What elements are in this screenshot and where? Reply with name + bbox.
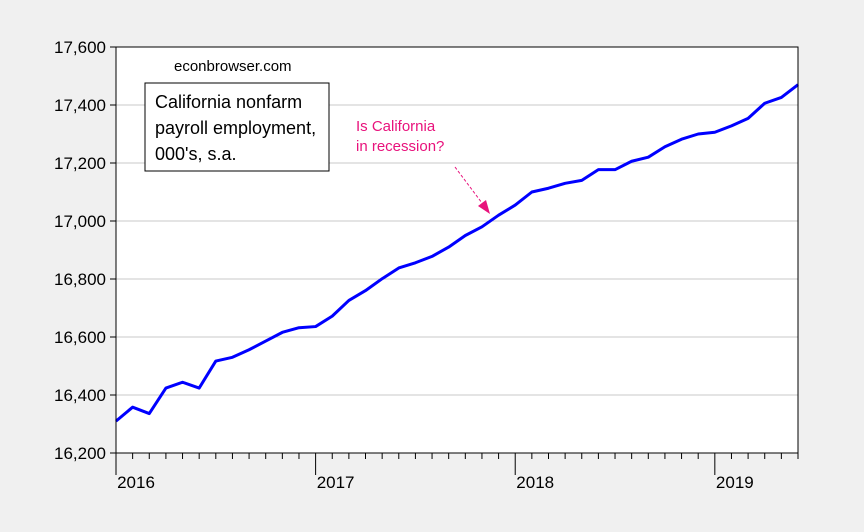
x-tick-label: 2019: [716, 473, 754, 492]
y-tick-label: 16,800: [54, 270, 106, 289]
y-tick-label: 17,400: [54, 96, 106, 115]
y-tick-label: 16,600: [54, 328, 106, 347]
y-tick-label: 16,400: [54, 386, 106, 405]
series-line: [115, 83, 799, 423]
source-label: econbrowser.com: [174, 58, 292, 75]
annotation-line-1: Is California: [356, 118, 436, 135]
title-box: [144, 82, 330, 172]
series-layer: [115, 83, 799, 423]
x-axis: 2016 2017 2018 2019: [115, 453, 799, 492]
plot-frame: [115, 46, 799, 454]
y-tick-label: 17,000: [54, 212, 106, 231]
y-axis: 16,200 16,400 16,600 16,800 17,000 17,200 17,4…: [54, 38, 116, 463]
annotation-arrow: [454, 166, 486, 208]
y-tick-label: 17,200: [54, 154, 106, 173]
title-line-3: 000's, s.a.: [155, 144, 236, 164]
title-line-2: payroll employment,: [155, 118, 316, 138]
x-tick-label: 2018: [516, 473, 554, 492]
y-tick-label: 16,200: [54, 444, 106, 463]
title-line-1: California nonfarm: [155, 92, 302, 112]
gridlines: [116, 104, 798, 396]
y-tick-label: 17,600: [54, 38, 106, 57]
annotation-line-2: in recession?: [356, 138, 444, 155]
annotation-arrowhead: [478, 200, 490, 214]
x-tick-label: 2016: [117, 473, 155, 492]
x-tick-label: 2017: [317, 473, 355, 492]
